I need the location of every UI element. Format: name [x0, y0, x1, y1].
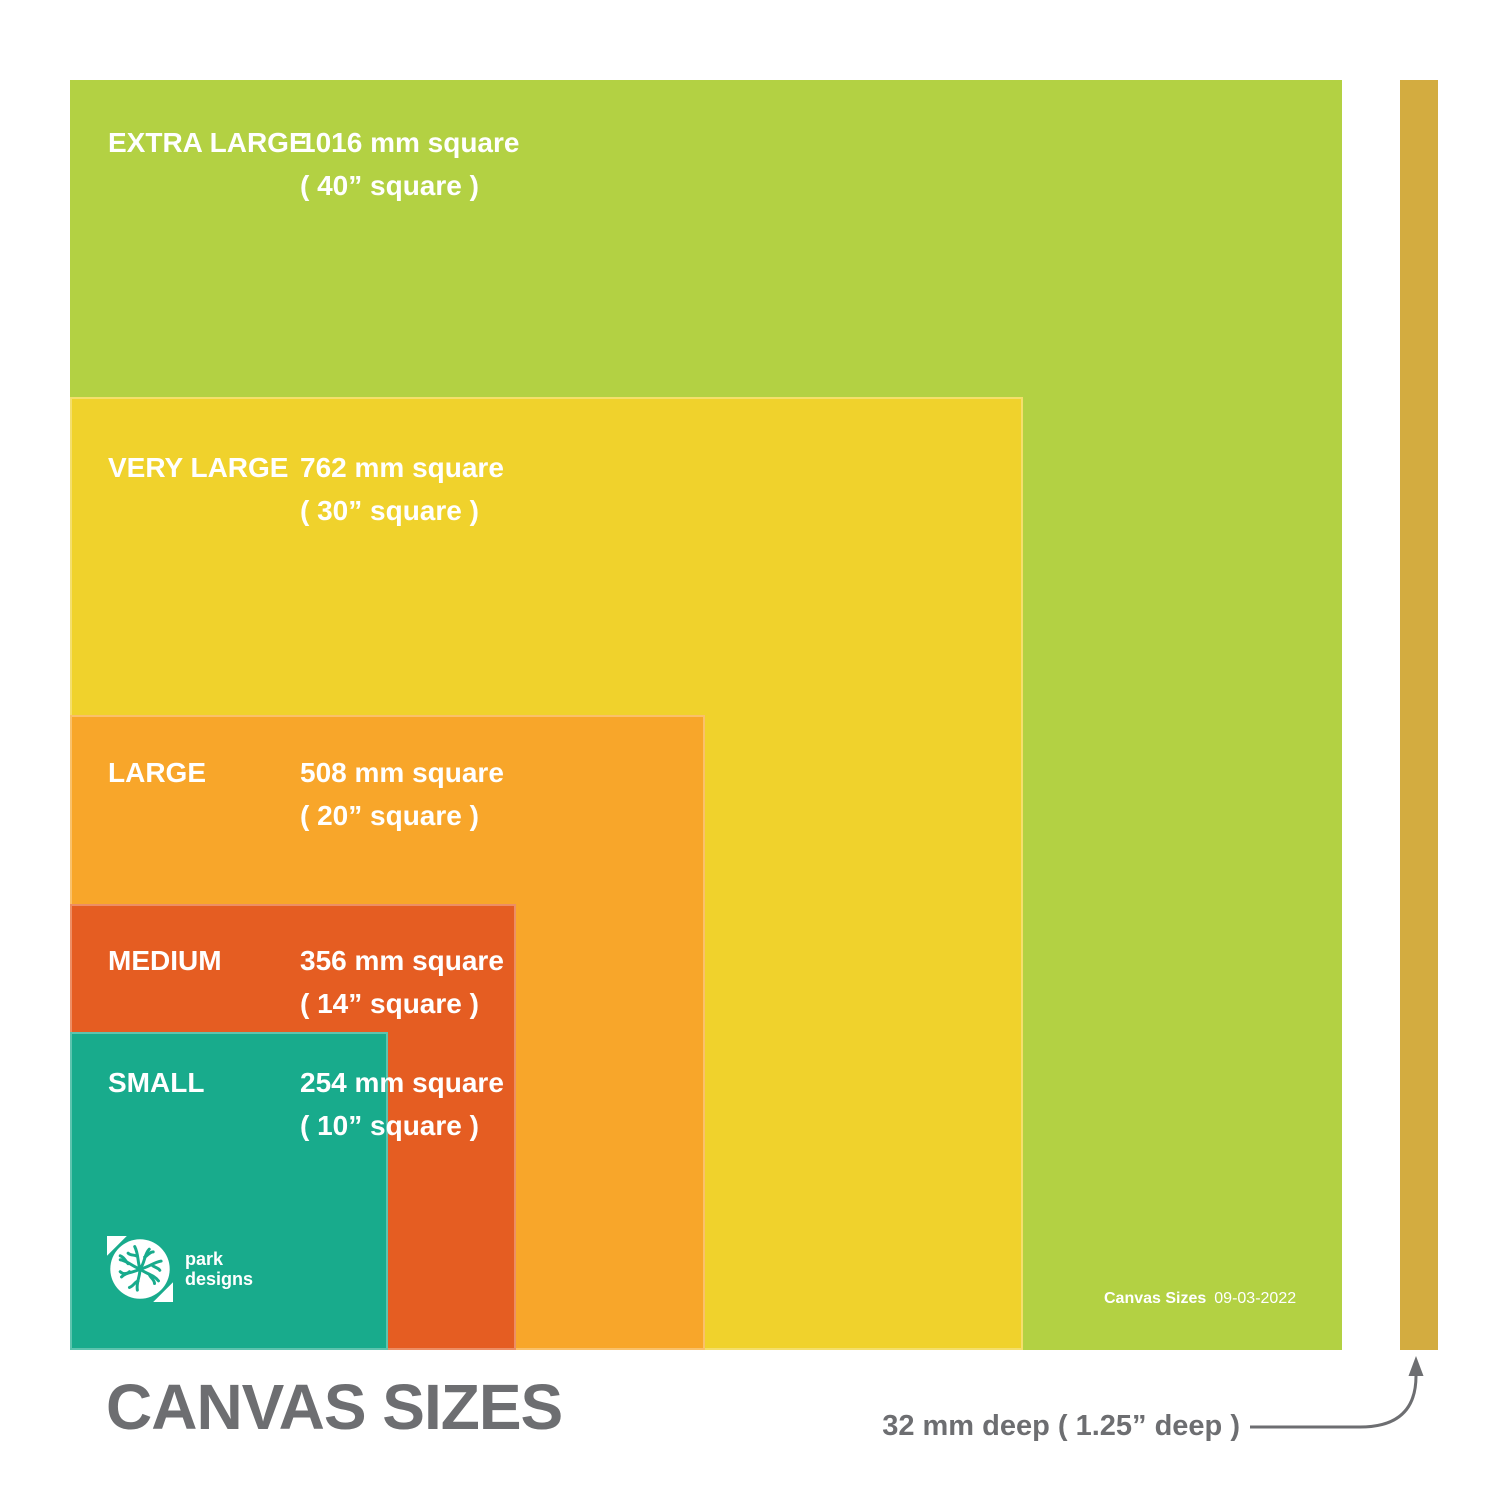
size-name: LARGE — [108, 757, 206, 788]
size-name: SMALL — [108, 1067, 205, 1098]
size-mm: 254 mm square — [300, 1067, 504, 1098]
size-inches: ( 30” square ) — [300, 495, 479, 526]
logo-text: park designs — [185, 1249, 253, 1289]
size-mm: 508 mm square — [300, 757, 504, 788]
tree-icon — [107, 1236, 173, 1302]
size-mm: 1016 mm square — [300, 127, 520, 158]
size-name: MEDIUM — [108, 945, 222, 976]
size-inches: ( 40” square ) — [300, 170, 479, 201]
size-row-very-large: VERY LARGE 762 mm square ( 30” square ) — [108, 446, 504, 532]
size-mm: 762 mm square — [300, 452, 504, 483]
size-inches: ( 14” square ) — [300, 988, 479, 1019]
footnote: Canvas Sizes 09-03-2022 — [1104, 1290, 1296, 1308]
logo-line1: park — [185, 1249, 224, 1269]
park-designs-logo: park designs — [107, 1236, 253, 1302]
size-row-large: LARGE 508 mm square ( 20” square ) — [108, 751, 504, 837]
logo-line2: designs — [185, 1269, 254, 1289]
depth-bar — [1400, 80, 1438, 1350]
size-name: EXTRA LARGE — [108, 127, 308, 158]
depth-label: 32 mm deep ( 1.25” deep ) — [882, 1410, 1240, 1442]
square-small — [70, 1032, 388, 1350]
footnote-date: 09-03-2022 — [1214, 1290, 1297, 1307]
size-row-small: SMALL 254 mm square ( 10” square ) — [108, 1061, 504, 1147]
page-title: CANVAS SIZES — [106, 1371, 563, 1443]
size-name: VERY LARGE — [108, 452, 289, 483]
footnote-title: Canvas Sizes — [1104, 1290, 1207, 1307]
size-mm: 356 mm square — [300, 945, 504, 976]
size-row-medium: MEDIUM 356 mm square ( 14” square ) — [108, 939, 504, 1025]
size-inches: ( 20” square ) — [300, 800, 479, 831]
size-inches: ( 10” square ) — [300, 1110, 479, 1141]
size-row-extra-large: EXTRA LARGE 1016 mm square ( 40” square … — [108, 121, 519, 207]
